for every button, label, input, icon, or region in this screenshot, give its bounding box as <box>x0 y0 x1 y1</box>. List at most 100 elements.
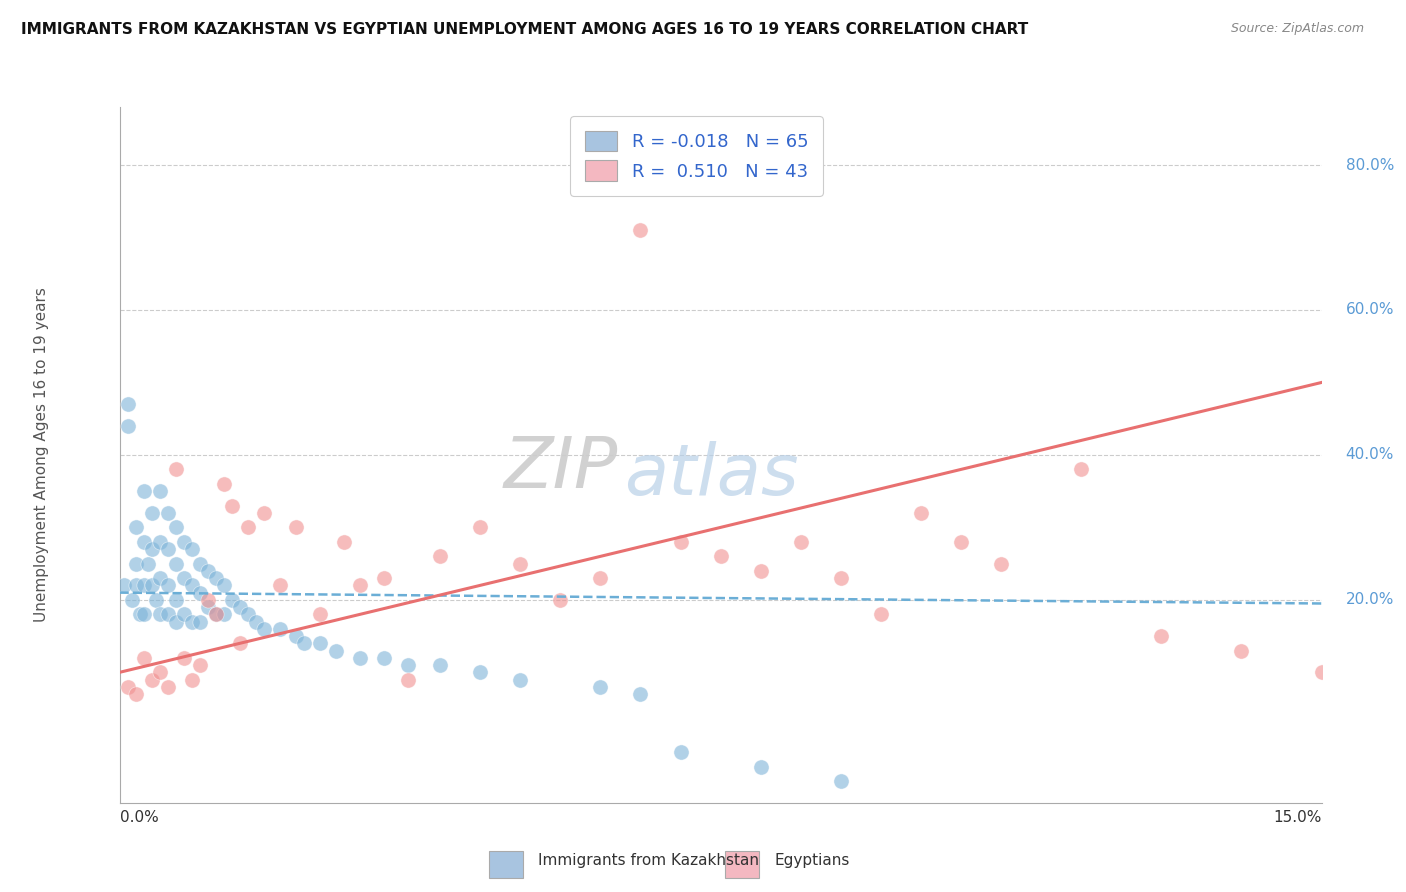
Point <box>396 673 419 687</box>
Point <box>197 592 219 607</box>
Point <box>132 607 155 622</box>
Point <box>117 419 139 434</box>
Text: 60.0%: 60.0% <box>1346 302 1395 318</box>
Point <box>325 643 347 657</box>
Point <box>468 665 492 680</box>
Point <box>669 534 692 549</box>
Text: Source: ZipAtlas.com: Source: ZipAtlas.com <box>1230 22 1364 36</box>
Point <box>284 520 307 534</box>
Text: 20.0%: 20.0% <box>1346 592 1395 607</box>
Point <box>197 600 219 615</box>
Point <box>1230 643 1253 657</box>
Point <box>245 615 267 629</box>
Text: 0.0%: 0.0% <box>120 810 159 825</box>
Point <box>709 549 731 564</box>
Point <box>149 571 172 585</box>
Point <box>121 592 143 607</box>
Point <box>269 578 291 592</box>
Point <box>221 499 243 513</box>
Point <box>373 651 395 665</box>
Point <box>156 680 179 694</box>
Point <box>830 774 852 789</box>
Point <box>509 557 531 571</box>
Point <box>221 592 243 607</box>
Point <box>950 534 973 549</box>
Point <box>333 534 356 549</box>
Point <box>292 636 315 650</box>
Point <box>124 520 146 534</box>
Point <box>269 622 291 636</box>
Point <box>141 578 163 592</box>
Point <box>180 578 202 592</box>
Point <box>128 607 150 622</box>
Point <box>124 557 146 571</box>
Point <box>349 578 371 592</box>
Point <box>990 557 1012 571</box>
Point <box>156 506 179 520</box>
Point <box>180 542 202 557</box>
Point <box>550 592 572 607</box>
Point <box>790 534 813 549</box>
Point <box>173 534 195 549</box>
Point <box>349 651 371 665</box>
Point <box>141 506 163 520</box>
Point <box>669 745 692 759</box>
Point <box>910 506 932 520</box>
Point <box>136 557 159 571</box>
Point <box>204 571 226 585</box>
Point <box>309 636 332 650</box>
Legend: R = -0.018   N = 65, R =  0.510   N = 43: R = -0.018 N = 65, R = 0.510 N = 43 <box>571 116 823 195</box>
Point <box>197 564 219 578</box>
Point <box>468 520 492 534</box>
FancyBboxPatch shape <box>489 851 523 878</box>
Point <box>149 484 172 499</box>
Point <box>589 571 612 585</box>
Point <box>112 578 135 592</box>
Point <box>630 687 652 701</box>
Point <box>132 651 155 665</box>
Point <box>117 397 139 411</box>
Point <box>212 476 235 491</box>
Point <box>830 571 852 585</box>
Point <box>253 622 276 636</box>
FancyBboxPatch shape <box>725 851 759 878</box>
Point <box>212 578 235 592</box>
Point <box>188 557 211 571</box>
Text: atlas: atlas <box>624 442 799 510</box>
Point <box>117 680 139 694</box>
Point <box>188 585 211 599</box>
Point <box>156 607 179 622</box>
Point <box>228 636 252 650</box>
Point <box>212 607 235 622</box>
Point <box>132 484 155 499</box>
Text: ZIP: ZIP <box>503 434 619 503</box>
Text: Egyptians: Egyptians <box>773 853 849 868</box>
Point <box>141 673 163 687</box>
Point <box>509 673 531 687</box>
Point <box>141 542 163 557</box>
Point <box>165 520 187 534</box>
Point <box>156 578 179 592</box>
Point <box>156 542 179 557</box>
Point <box>373 571 395 585</box>
Point <box>188 658 211 673</box>
Point <box>429 549 451 564</box>
Point <box>180 673 202 687</box>
Text: 80.0%: 80.0% <box>1346 158 1395 172</box>
Point <box>145 592 167 607</box>
Point <box>749 759 772 773</box>
Text: Unemployment Among Ages 16 to 19 years: Unemployment Among Ages 16 to 19 years <box>34 287 49 623</box>
Text: 15.0%: 15.0% <box>1274 810 1322 825</box>
Point <box>236 607 259 622</box>
Point <box>1150 629 1173 643</box>
Point <box>869 607 893 622</box>
Point <box>180 615 202 629</box>
Point <box>173 607 195 622</box>
Point <box>204 607 226 622</box>
Point <box>132 534 155 549</box>
Point <box>132 578 155 592</box>
Text: IMMIGRANTS FROM KAZAKHSTAN VS EGYPTIAN UNEMPLOYMENT AMONG AGES 16 TO 19 YEARS CO: IMMIGRANTS FROM KAZAKHSTAN VS EGYPTIAN U… <box>21 22 1028 37</box>
Point <box>429 658 451 673</box>
Point <box>173 651 195 665</box>
Point <box>165 615 187 629</box>
